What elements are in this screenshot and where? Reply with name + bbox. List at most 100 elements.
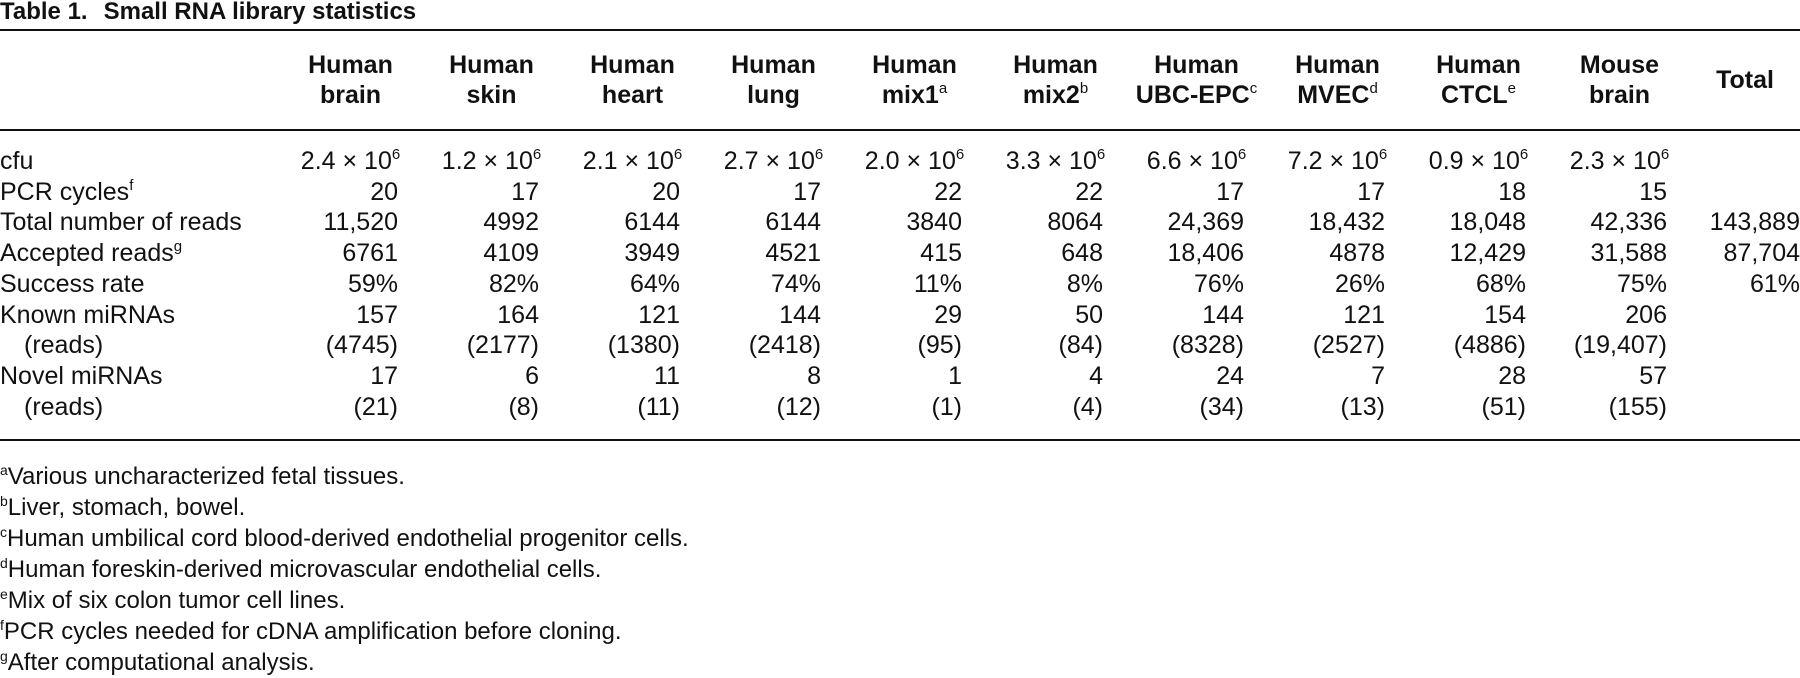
cell: 11% xyxy=(913,269,962,298)
cell: (2527) xyxy=(1312,331,1385,360)
row-label-text: Success rate xyxy=(0,269,145,298)
cell: 17 xyxy=(370,361,398,390)
cell: 17 xyxy=(511,177,539,206)
footnote-mark: a xyxy=(938,80,948,97)
title-text: Small RNA library statistics xyxy=(103,0,417,25)
cell: (2418) xyxy=(748,331,821,360)
cell xyxy=(1690,391,1800,442)
cell: 75% xyxy=(1616,269,1667,298)
cell-base: 2.3 × 10 xyxy=(1569,147,1661,175)
column-header: Human MVECd xyxy=(1267,29,1408,131)
header-line: Human xyxy=(1154,51,1239,79)
header-line: Human xyxy=(731,51,816,79)
cell: 6761 xyxy=(342,239,398,268)
row-label-text: (reads) xyxy=(24,392,104,421)
cell: 8% xyxy=(1066,269,1103,298)
cell: 1.2 × 106 xyxy=(421,130,562,177)
footnote: dHuman foreskin-derived microvascular en… xyxy=(0,554,689,585)
cell-exponent: 6 xyxy=(391,146,401,163)
table-row: Novel miRNAs 17 6 11 8 1 4 24 7 28 57 xyxy=(0,361,1800,392)
cell-base: 2.0 × 10 xyxy=(864,147,956,175)
cell: 26% xyxy=(1334,269,1385,298)
header-text: mix2 xyxy=(1022,81,1080,109)
cell: 20 xyxy=(652,177,680,206)
cell: 22 xyxy=(1075,177,1103,206)
table: Human brain Human skin Human heart Human lung Hu… xyxy=(0,29,1800,442)
cell: (12) xyxy=(703,391,844,442)
cell: (155) xyxy=(1549,391,1690,442)
cell: 15 xyxy=(1639,177,1667,206)
footnote-mark: c xyxy=(1249,80,1258,97)
cell: 648 xyxy=(1061,239,1103,268)
footnote-mark: g xyxy=(0,648,8,664)
cell-base: 3.3 × 10 xyxy=(1005,147,1097,175)
header-text: mix1 xyxy=(881,81,939,109)
footnote-mark: e xyxy=(1507,80,1516,97)
footnotes: aVarious uncharacterized fetal tissues. b… xyxy=(0,461,689,678)
cell: 4878 xyxy=(1329,239,1385,268)
footnote: eMix of six colon tumor cell lines. xyxy=(0,585,689,616)
cell: (8328) xyxy=(1171,331,1244,360)
cell-base: 0.9 × 10 xyxy=(1428,147,1520,175)
cell: 4109 xyxy=(483,239,539,268)
header-line: UBC-EPCc xyxy=(1126,80,1267,110)
footnote: aVarious uncharacterized fetal tissues. xyxy=(0,461,689,492)
header-line: Human xyxy=(1295,51,1380,79)
row-label: (reads) xyxy=(0,330,280,361)
column-header: Human brain xyxy=(280,29,421,131)
cell: 11,520 xyxy=(323,208,398,237)
column-header: Human UBC-EPCc xyxy=(1126,29,1267,131)
row-label-text: Novel miRNAs xyxy=(0,361,163,390)
cell: 59% xyxy=(347,269,398,298)
header-line: mix1a xyxy=(844,80,985,110)
footnote-text: Human foreskin-derived microvascular end… xyxy=(7,556,602,583)
corner xyxy=(0,29,280,131)
footnote: bLiver, stomach, bowel. xyxy=(0,492,689,523)
cell-exponent: 6 xyxy=(1378,146,1388,163)
cell: 1 xyxy=(948,361,962,390)
cell-exponent: 6 xyxy=(955,146,965,163)
cell: 6144 xyxy=(765,208,821,237)
cell: 0.9 × 106 xyxy=(1408,130,1549,177)
cell: 8064 xyxy=(1047,208,1103,237)
footnote-mark: d xyxy=(0,555,8,571)
cell-exponent: 6 xyxy=(1660,146,1670,163)
header-text: heart xyxy=(601,81,664,109)
header-text: lung xyxy=(747,81,800,109)
cell: 206 xyxy=(1625,300,1667,329)
column-header: Human skin xyxy=(421,29,562,131)
footnote-mark: a xyxy=(0,462,8,478)
footnote-mark: b xyxy=(0,493,8,509)
cell: 4992 xyxy=(483,208,539,237)
header-line: Total xyxy=(1690,65,1800,95)
cell: (51) xyxy=(1408,391,1549,442)
table-row: Known miRNAs 157 164 121 144 29 50 144 121 154 206 xyxy=(0,300,1800,331)
cell: 164 xyxy=(497,300,539,329)
row-label-text: Known miRNAs xyxy=(0,300,176,329)
cell: (11) xyxy=(562,391,703,442)
cell: 7.2 × 106 xyxy=(1267,130,1408,177)
cell: (4745) xyxy=(325,331,398,360)
column-header: Human mix2b xyxy=(985,29,1126,131)
cell: 4521 xyxy=(765,239,821,268)
cell-exponent: 6 xyxy=(1096,146,1106,163)
table-row: Accepted readsg 6761 4109 3949 4521 415 648 18,… xyxy=(0,238,1800,269)
footnote-text: After computational analysis. xyxy=(7,649,315,676)
row-label: Success rate xyxy=(0,269,280,300)
cell: 2.4 × 106 xyxy=(280,130,421,177)
table-row: Total number of reads 11,520 4992 6144 6144 3… xyxy=(0,207,1800,238)
header-text: CTCL xyxy=(1441,81,1508,109)
title-label: Table 1. xyxy=(0,0,88,25)
footnote-mark: g xyxy=(173,238,183,256)
header-line: mix2b xyxy=(985,80,1126,110)
cell: 22 xyxy=(934,177,962,206)
header-text: brain xyxy=(319,81,382,109)
cell-exponent: 6 xyxy=(1237,146,1247,163)
cell: 157 xyxy=(356,300,398,329)
cell-exponent: 6 xyxy=(1519,146,1529,163)
cell-exponent: 6 xyxy=(673,146,683,163)
cell: 28 xyxy=(1498,361,1526,390)
cell: 18,048 xyxy=(1449,208,1526,237)
cell: 68% xyxy=(1475,269,1526,298)
